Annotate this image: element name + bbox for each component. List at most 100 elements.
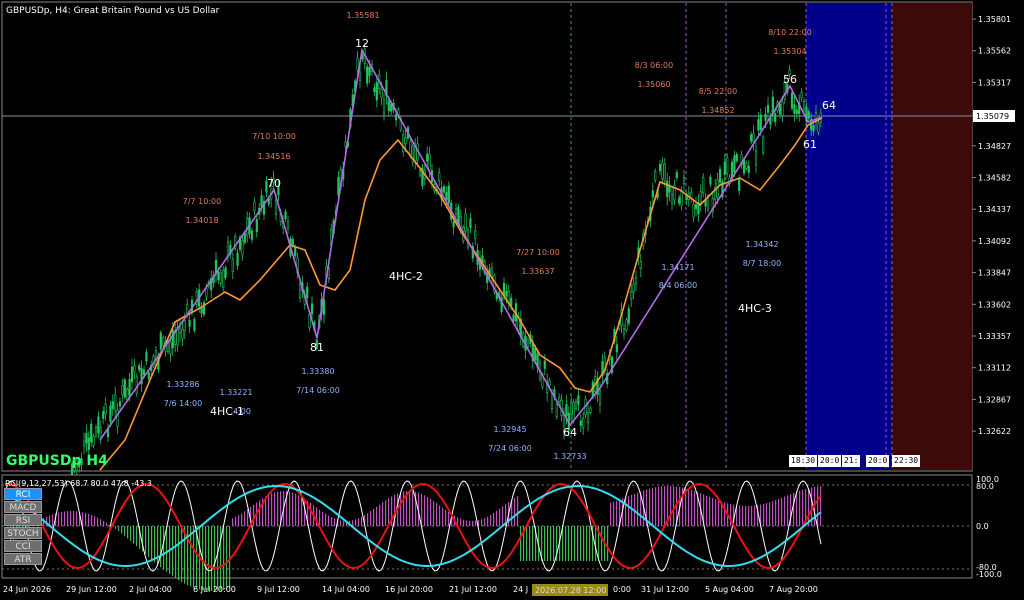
- indicator-button-macd[interactable]: MACD: [4, 501, 42, 513]
- candle-body: [570, 402, 573, 416]
- candle-body: [159, 332, 162, 350]
- rci-histogram-bar: [382, 502, 384, 526]
- rci-histogram-bar: [535, 526, 537, 561]
- candle-body: [181, 328, 184, 340]
- indicator-button-rsi[interactable]: RSI: [4, 514, 42, 526]
- rci-histogram-bar: [391, 496, 393, 526]
- rci-histogram-bar: [790, 494, 792, 526]
- rci-histogram-bar: [523, 526, 525, 561]
- candle-body: [574, 400, 578, 409]
- rci-histogram-bar: [805, 488, 807, 526]
- indicator-button-cci[interactable]: CCI: [4, 540, 42, 552]
- candle-body: [171, 329, 174, 349]
- svg-text:24 J: 24 J: [513, 585, 528, 594]
- candle-body: [262, 200, 266, 215]
- indicator-button-atr[interactable]: ATR: [4, 553, 42, 565]
- rci-histogram-bar: [289, 491, 291, 526]
- candle-body: [505, 291, 508, 297]
- rci-line-cyan: [4, 484, 822, 568]
- rci-histogram-bar: [496, 510, 498, 526]
- indicator-button-rci[interactable]: RCI: [4, 488, 42, 500]
- candle-body: [243, 232, 246, 243]
- rci-histogram-bar: [310, 502, 312, 526]
- annotation-price: 1.34171: [661, 263, 694, 272]
- rci-histogram-bar: [766, 503, 768, 526]
- annotation-date: 7/6 14:00: [164, 399, 202, 408]
- rci-histogram-bar: [301, 496, 303, 526]
- annotation-date: 7/14 06:00: [296, 386, 340, 395]
- candle-body: [138, 365, 141, 371]
- rci-histogram-bar: [76, 511, 78, 526]
- candle-body: [579, 420, 582, 426]
- rci-axis: 100.0 80.0 0.0 -80.0 -100.0: [976, 475, 1002, 579]
- rci-histogram-bar: [106, 522, 108, 526]
- candle-body: [147, 372, 150, 380]
- rci-histogram-bar: [109, 524, 111, 526]
- candle-body: [234, 235, 237, 249]
- rci-histogram-bar: [544, 526, 546, 561]
- candle-body: [205, 288, 208, 297]
- rci-histogram-bar: [247, 509, 249, 526]
- rci-histogram-bar: [67, 511, 69, 526]
- rci-histogram-bar: [739, 505, 741, 526]
- rci-histogram-bar: [436, 503, 438, 526]
- candle-body: [565, 404, 568, 416]
- candle-body: [193, 319, 196, 331]
- rci-histogram-bar: [142, 526, 144, 552]
- rci-histogram-bar: [175, 526, 177, 579]
- rci-histogram-bar: [598, 526, 600, 561]
- indicator-button-stoch[interactable]: STOCH: [4, 527, 42, 539]
- rci-histogram-bar: [394, 494, 396, 526]
- rci-histogram-bar: [529, 526, 531, 561]
- rci-histogram-bar: [514, 497, 516, 526]
- price-tick-label: 1.35562: [978, 47, 1011, 56]
- price-tick-label: 1.34827: [978, 142, 1011, 151]
- candle-body: [711, 198, 714, 212]
- candle-body: [558, 396, 561, 402]
- rci-histogram-bar: [208, 526, 210, 591]
- rci-histogram-bar: [664, 486, 666, 526]
- symbol-info-header: GBPUSDp, H4: Great Britain Pound vs US D…: [6, 6, 220, 16]
- candle-body: [82, 440, 86, 446]
- candle-body: [459, 216, 462, 227]
- candle-body: [577, 395, 580, 405]
- rci-histogram-bar: [796, 491, 798, 526]
- rci-histogram-bar: [49, 515, 51, 526]
- rci-histogram-bar: [244, 511, 246, 526]
- candle-body: [454, 208, 458, 215]
- annotation-price: 1.33637: [521, 267, 554, 276]
- rci-histogram-bar: [658, 486, 660, 526]
- rci-histogram-bar: [334, 518, 336, 526]
- rci-histogram-bar: [85, 513, 87, 526]
- rci-histogram-bar: [91, 515, 93, 526]
- rci-histogram-bar: [613, 501, 615, 526]
- rci-histogram-bar: [295, 493, 297, 526]
- candle-body: [817, 122, 820, 133]
- rci-histogram-bar: [415, 491, 417, 526]
- rci-histogram-bar: [178, 526, 180, 581]
- candle-body: [610, 357, 614, 373]
- annotation-date: 8/3 06:00: [635, 61, 673, 70]
- candle-body: [116, 410, 119, 427]
- rci-histogram-bar: [610, 502, 612, 526]
- rci-histogram-bar: [781, 497, 783, 526]
- rci-histogram-bar: [400, 492, 402, 526]
- annotation-date: 4:00: [233, 407, 251, 416]
- price-axis[interactable]: 1.35801 1.35562 1.35317 1.35079 1.34827 1.345…: [972, 15, 1011, 436]
- candle-body: [284, 211, 287, 220]
- annotation-price: 1.35060: [637, 80, 670, 89]
- rci-histogram-bar: [184, 526, 186, 584]
- candle-body: [356, 57, 359, 71]
- candle-body: [805, 107, 808, 122]
- rci-histogram-bar: [472, 520, 474, 526]
- candle-body: [140, 368, 143, 385]
- annotation-price: 1.32733: [553, 452, 586, 461]
- rci-histogram-bar: [757, 505, 759, 526]
- rci-histogram-bar: [304, 498, 306, 526]
- rci-histogram-bar: [130, 526, 132, 541]
- svg-text:14 Jul 04:00: 14 Jul 04:00: [322, 585, 370, 594]
- candle-body: [265, 180, 268, 193]
- rci-histogram-bar: [148, 526, 150, 557]
- rci-histogram-bar: [763, 503, 765, 526]
